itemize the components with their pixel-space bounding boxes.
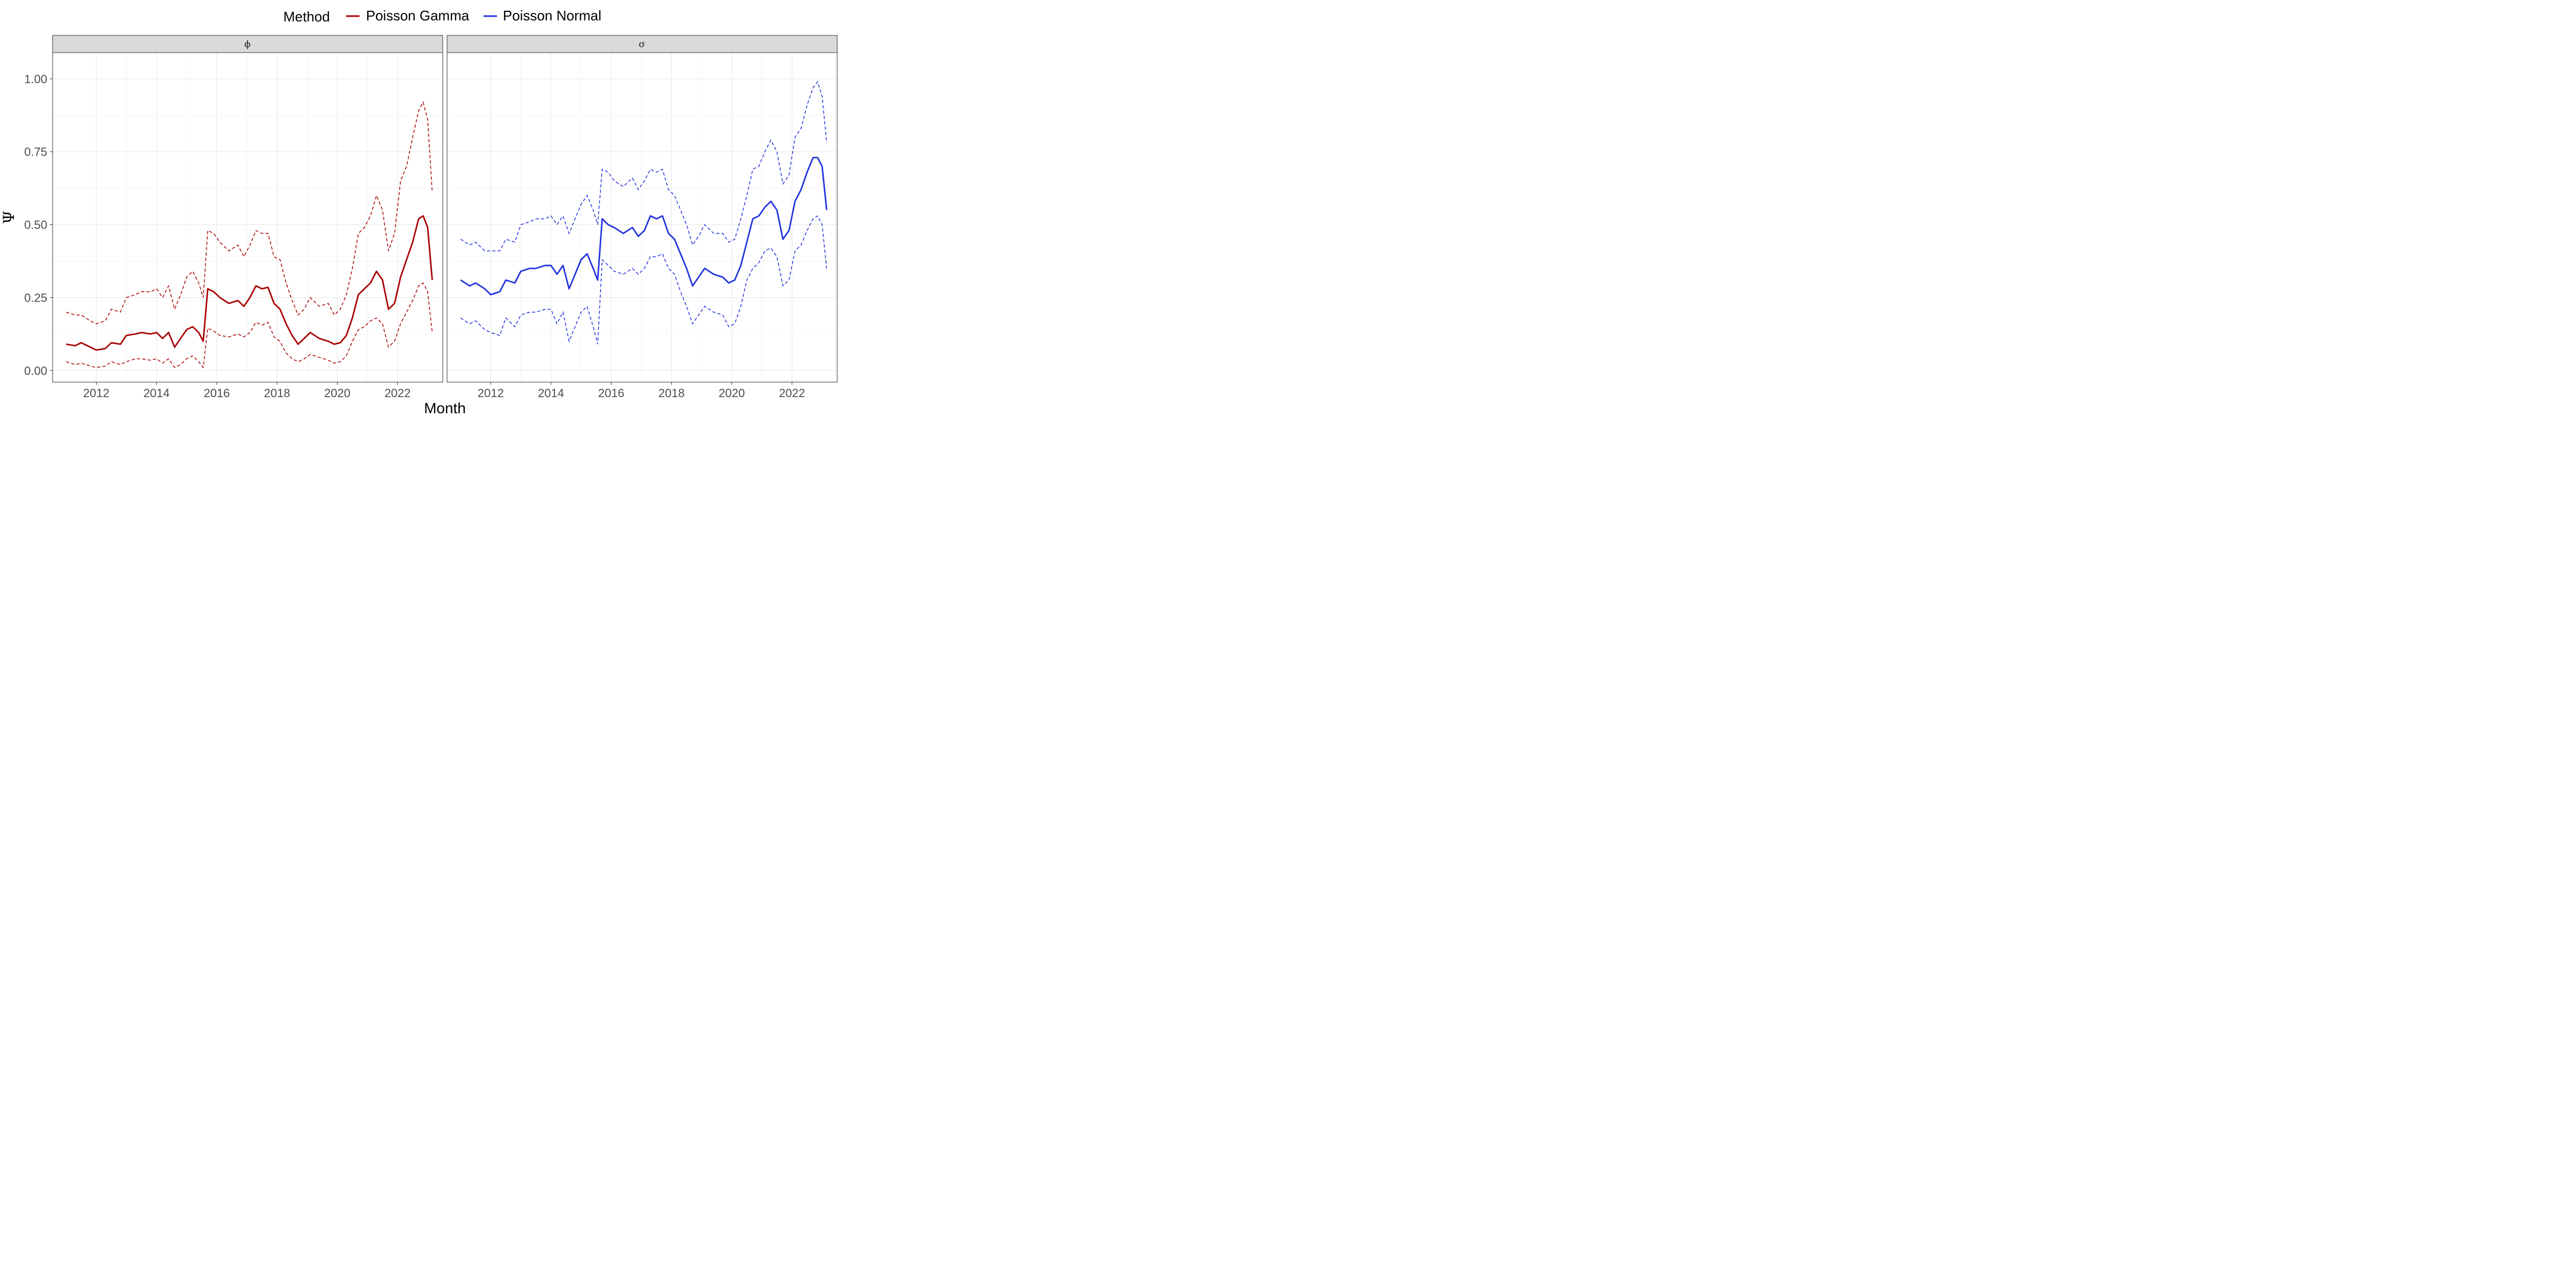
panel-sigma-strip [447, 35, 838, 53]
series-lower-bound [460, 215, 828, 345]
x-tick-label: 2012 [478, 386, 504, 400]
y-tick-label: 1.00 [24, 72, 47, 86]
panel-phi-border [52, 52, 443, 383]
panel-sigma-x-axis: 2012 2014 2016 2018 2020 2022 [478, 382, 805, 400]
figure: Method Poisson Gamma Poisson Normal ϕ 20… [0, 8, 838, 416]
series-lower-bound [66, 282, 433, 369]
panel-sigma-border [447, 52, 838, 383]
y-axis-title: Ψ [0, 211, 18, 224]
panel-phi-plot-background [53, 53, 443, 382]
x-tick-label: 2014 [538, 386, 564, 400]
x-tick-label: 2018 [658, 386, 685, 400]
y-tick-label: 0.00 [24, 364, 47, 377]
series-upper-bound [460, 80, 828, 252]
x-tick-label: 2016 [203, 386, 230, 400]
panel-sigma-plot-background [447, 53, 837, 382]
y-axis: 0.00 0.25 0.50 0.75 1.00 [24, 72, 53, 377]
panel-phi-strip [52, 35, 443, 53]
panel-phi: ϕ 2012 2014 2016 2018 2020 2022 [52, 35, 443, 400]
series-mean-line [460, 157, 828, 296]
panel-phi-strip-label: ϕ [244, 39, 251, 50]
y-tick-label: 0.75 [24, 145, 47, 159]
legend-label-poisson-normal: Poisson Normal [503, 8, 602, 24]
x-tick-label: 2020 [719, 386, 745, 400]
legend-title: Method [283, 9, 330, 25]
series-mean-line [66, 215, 433, 351]
x-tick-label: 2022 [384, 386, 411, 400]
x-tick-label: 2016 [598, 386, 624, 400]
legend-label-poisson-gamma: Poisson Gamma [366, 8, 470, 24]
panel-phi-grid [53, 53, 443, 382]
y-tick-label: 0.25 [24, 291, 47, 304]
y-tick-label: 0.50 [24, 218, 47, 232]
panel-phi-series [66, 101, 433, 369]
x-tick-label: 2022 [779, 386, 805, 400]
panel-sigma-series [460, 80, 828, 345]
series-upper-bound [66, 101, 433, 325]
x-tick-label: 2012 [83, 386, 109, 400]
x-tick-label: 2014 [143, 386, 170, 400]
panel-sigma: σ 2012 2014 2016 2018 2020 2022 [447, 35, 838, 400]
panel-sigma-strip-label: σ [639, 39, 645, 50]
x-tick-label: 2018 [264, 386, 290, 400]
x-axis-title: Month [424, 400, 466, 416]
legend: Method Poisson Gamma Poisson Normal [283, 8, 602, 25]
x-tick-label: 2020 [324, 386, 350, 400]
panel-sigma-grid [447, 53, 837, 382]
panel-phi-x-axis: 2012 2014 2016 2018 2020 2022 [83, 382, 411, 400]
